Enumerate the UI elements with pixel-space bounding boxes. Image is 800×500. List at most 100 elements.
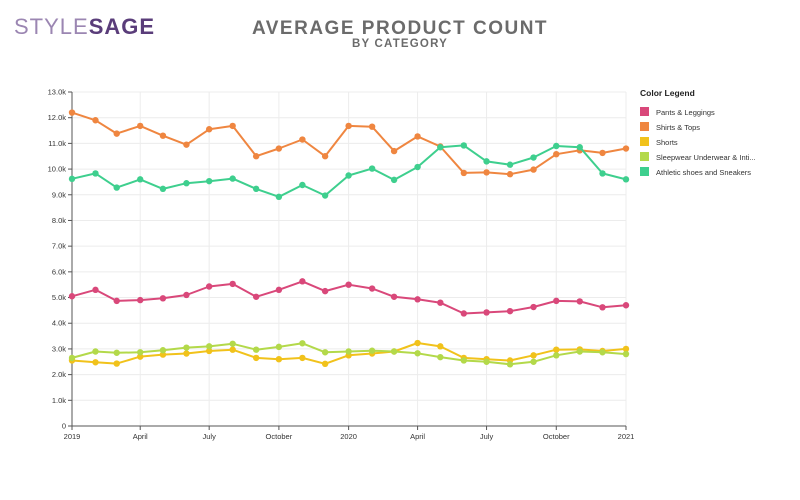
data-point (183, 141, 190, 148)
data-point (252, 354, 260, 362)
legend-swatch (640, 152, 649, 161)
data-point (159, 132, 167, 139)
data-point (483, 169, 490, 176)
data-point (321, 349, 329, 356)
data-point (113, 349, 120, 356)
data-point (414, 339, 421, 347)
data-point (137, 176, 144, 183)
data-point (68, 354, 76, 362)
axes: 0 1.0k 2.0k 3.0k 4.0k 5.0k 6.0k 7.0k 8.0k 9.0k 10.… (48, 88, 635, 442)
data-point (437, 299, 444, 306)
data-point (576, 348, 583, 355)
data-point (390, 348, 398, 355)
x-tick-label: October (543, 432, 570, 441)
chart-title: AVERAGE PRODUCT COUNT (251, 18, 549, 39)
data-point (530, 358, 537, 365)
data-point (622, 176, 630, 183)
data-point (599, 349, 606, 356)
x-tick-label: 2019 (64, 432, 81, 441)
data-point (483, 309, 490, 316)
x-tick-label: April (410, 432, 425, 441)
x-tick-label: October (266, 432, 293, 441)
data-point (414, 296, 421, 303)
y-tick-label: 9.0k (52, 190, 66, 199)
data-point (275, 356, 283, 363)
data-point (483, 158, 490, 165)
data-point (92, 286, 99, 294)
x-tick-label: July (480, 432, 494, 441)
data-point (229, 340, 236, 347)
series-lines (68, 109, 630, 368)
data-point (506, 361, 514, 368)
logo-sage-text: SAGE (88, 14, 156, 39)
data-point (137, 296, 144, 304)
data-point (506, 307, 514, 315)
data-point (530, 166, 537, 173)
series-0 (68, 278, 630, 317)
data-point (345, 348, 352, 355)
data-point (113, 130, 120, 137)
y-tick-label: 11.0k (48, 139, 66, 148)
data-point (275, 145, 283, 152)
data-point (183, 344, 190, 351)
data-point (390, 147, 398, 155)
data-point (321, 360, 329, 368)
data-point (553, 142, 560, 150)
data-point (205, 177, 213, 185)
data-point (68, 109, 76, 116)
data-point (205, 283, 213, 290)
data-point (252, 153, 260, 160)
data-point (414, 133, 421, 140)
data-point (553, 352, 560, 359)
data-point (113, 297, 120, 305)
data-point (113, 360, 120, 367)
data-point (414, 163, 421, 171)
data-point (205, 347, 213, 355)
data-point (299, 354, 306, 362)
legend-label: Shorts (656, 138, 678, 147)
legend-swatch (640, 167, 649, 176)
data-point (530, 303, 537, 311)
brand-logo: STYLESAGE (14, 14, 155, 40)
data-point (460, 357, 468, 364)
data-point (321, 192, 329, 199)
legend-label: Shirts & Tops (656, 123, 700, 132)
legend-swatch (640, 122, 649, 131)
data-point (553, 297, 560, 305)
data-point (368, 285, 376, 292)
legend-title: Color Legend (640, 88, 695, 98)
data-point (275, 343, 283, 351)
data-point (622, 145, 630, 152)
data-point (92, 170, 99, 177)
data-point (553, 346, 560, 353)
y-tick-label: 4.0k (52, 319, 66, 328)
data-point (622, 350, 630, 358)
data-point (460, 169, 468, 177)
data-point (229, 175, 236, 182)
data-point (483, 358, 490, 365)
y-tick-label: 0 (62, 422, 66, 431)
data-point (92, 348, 99, 355)
data-point (275, 193, 283, 201)
x-tick-label: April (133, 432, 148, 441)
y-tick-label: 2.0k (52, 370, 66, 379)
data-point (506, 161, 514, 168)
data-point (252, 346, 260, 353)
data-point (390, 176, 398, 184)
data-point (137, 349, 144, 356)
data-point (437, 353, 444, 361)
y-tick-label: 10.0k (48, 165, 67, 174)
data-point (113, 184, 120, 191)
data-point (345, 281, 352, 288)
logo-style-text: STYLE (14, 14, 89, 39)
data-point (183, 350, 190, 357)
y-tick-label: 5.0k (52, 293, 66, 302)
legend-swatch (640, 107, 649, 116)
data-point (321, 287, 329, 295)
y-tick-label: 3.0k (52, 344, 66, 353)
data-point (368, 347, 376, 354)
data-point (159, 347, 167, 354)
data-point (159, 185, 167, 193)
series-3 (68, 340, 630, 368)
data-point (299, 278, 306, 285)
